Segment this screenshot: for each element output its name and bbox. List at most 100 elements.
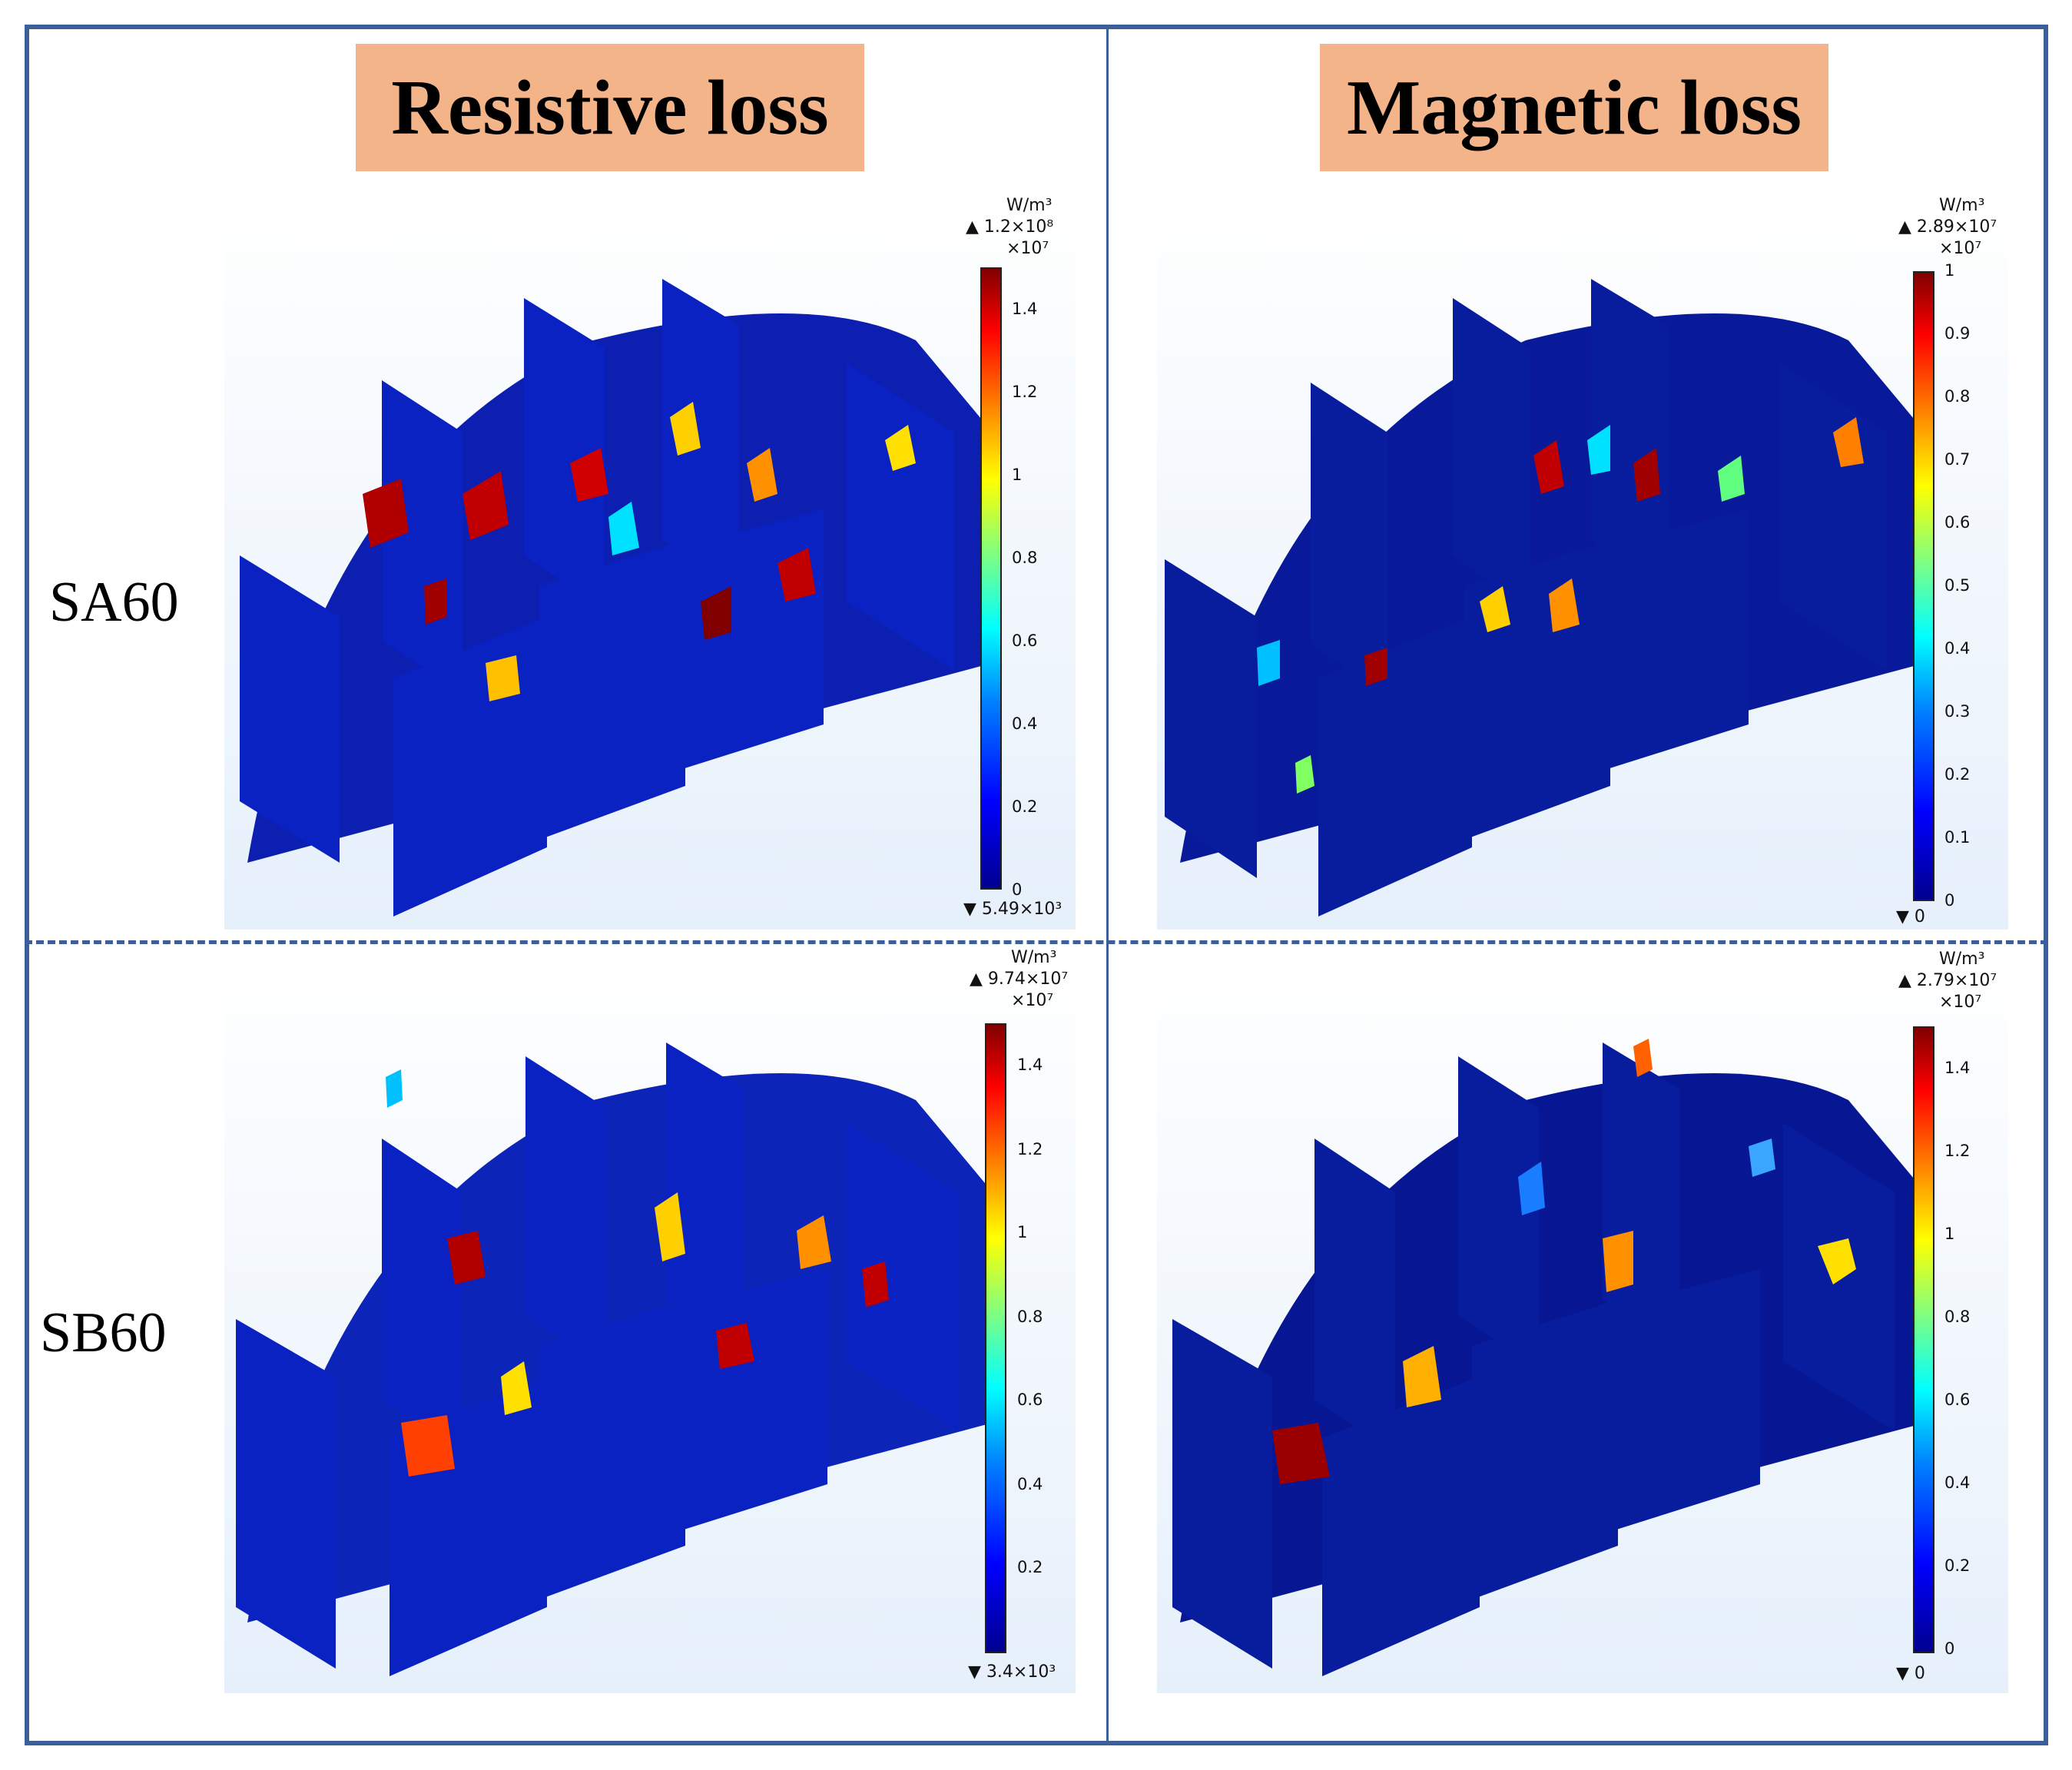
- colorbar: [1913, 271, 1934, 901]
- colorbar-max: ▲ 2.79×10⁷: [1898, 971, 1997, 990]
- mesh-render: [1165, 279, 1925, 916]
- tick-label: 0.2: [1012, 797, 1038, 816]
- hotspot: [1749, 1139, 1775, 1177]
- panel-sb60-magnetic: W/m³ ▲ 2.79×10⁷ ×10⁷ 1.4 1.2 1 0.8 0.6 0…: [1157, 946, 2008, 1693]
- mesh-fin: [1464, 540, 1610, 840]
- colorbar-unit: W/m³: [1939, 196, 1985, 215]
- mesh-fin: [1165, 559, 1257, 878]
- mesh-fin: [1453, 298, 1530, 609]
- mesh-fin: [1314, 1139, 1395, 1453]
- tick-label: 0.5: [1944, 576, 1971, 595]
- mesh-fin: [847, 363, 954, 671]
- hotspot: [1603, 1231, 1633, 1292]
- tick-label: 0.8: [1944, 1308, 1971, 1326]
- hotspot: [747, 448, 777, 502]
- tick-label: 1: [1017, 1223, 1028, 1241]
- mesh-fin: [666, 1042, 743, 1346]
- hotspot: [608, 502, 639, 555]
- tick-label: 0.4: [1017, 1475, 1043, 1493]
- tick-label: 0.8: [1944, 387, 1971, 406]
- mesh-render: [236, 1042, 993, 1676]
- colorbar: [985, 1023, 1006, 1653]
- tick-label: 1.4: [1017, 1056, 1043, 1074]
- hotspot: [716, 1323, 754, 1369]
- tick-label: 1: [1012, 466, 1023, 484]
- hotspot: [1518, 1162, 1545, 1215]
- colorbar-scale: ×10⁷: [1939, 239, 1982, 258]
- hotspot: [1633, 448, 1660, 502]
- colorbar-min: ▼ 0: [1896, 1664, 1925, 1683]
- mesh-fin: [1318, 617, 1472, 916]
- hotspot: [1833, 417, 1864, 467]
- tick-label: 1.4: [1012, 300, 1038, 318]
- colorbar-max: ▲ 1.2×10⁸: [966, 217, 1054, 237]
- panel-sb60-resistive: W/m³ ▲ 9.74×10⁷ ×10⁷ 1.4 1.2 1 0.8 0.6 0…: [224, 946, 1076, 1693]
- colorbar-unit: W/m³: [1006, 196, 1053, 215]
- colorbar-scale: ×10⁷: [1011, 991, 1054, 1010]
- mesh-fin: [1603, 509, 1749, 771]
- hotspot: [701, 586, 731, 640]
- mesh-fin: [524, 298, 605, 609]
- hotspot: [401, 1415, 455, 1477]
- colorbar-scale: ×10⁷: [1939, 993, 1982, 1012]
- colorbar: [980, 267, 1002, 890]
- tick-label: 0.6: [1017, 1390, 1043, 1409]
- mesh-fin: [1472, 1300, 1618, 1599]
- hotspot: [363, 479, 409, 548]
- hotspot: [777, 548, 816, 602]
- hotspot: [1364, 648, 1387, 686]
- colorbar-min: ▼ 0: [1896, 907, 1925, 926]
- hotspot: [386, 1069, 403, 1108]
- hotspot: [424, 578, 447, 625]
- tick-label: 0.4: [1012, 714, 1038, 733]
- panel-sa60-resistive: W/m³ ▲ 1.2×10⁸ ×10⁷ 1.4 1.2 1 0.8 0.6 0.…: [224, 187, 1076, 930]
- mesh-fin: [681, 1269, 827, 1530]
- hotspot: [1257, 640, 1280, 686]
- mesh-fin: [240, 555, 340, 863]
- tick-label: 0.2: [1944, 765, 1971, 784]
- hotspot: [885, 425, 916, 471]
- hotspot: [486, 655, 520, 701]
- colorbar-max: ▲ 2.89×10⁷: [1898, 217, 1997, 237]
- colorbar-max: ▲ 9.74×10⁷: [970, 970, 1069, 989]
- hotspot: [1718, 456, 1745, 502]
- tick-label: 0.8: [1017, 1308, 1043, 1326]
- tick-label: 0: [1012, 880, 1023, 899]
- tick-label: 0.6: [1012, 631, 1038, 650]
- tick-label: 0.4: [1944, 1473, 1971, 1492]
- hotspot: [1272, 1423, 1330, 1484]
- mesh-render: [240, 279, 993, 916]
- tick-label: 1.2: [1944, 1142, 1971, 1160]
- hotspot: [1403, 1346, 1441, 1407]
- tick-label: 0.7: [1944, 450, 1971, 469]
- hotspot: [1587, 425, 1610, 475]
- mesh-fin: [1311, 383, 1387, 698]
- hotspot: [1295, 755, 1314, 794]
- row-label-sb60: SB60: [40, 1301, 167, 1364]
- tick-label: 1: [1944, 261, 1955, 280]
- colorbar-min: ▼ 3.4×10³: [968, 1662, 1056, 1682]
- hotspot: [1818, 1238, 1856, 1284]
- row-label-sa60: SA60: [49, 571, 179, 634]
- tick-label: 1.4: [1944, 1059, 1971, 1077]
- tick-label: 0.3: [1944, 702, 1971, 721]
- mesh-render: [1172, 1039, 1925, 1676]
- hotspot: [1480, 586, 1510, 632]
- hotspot: [447, 1231, 486, 1284]
- row-divider: [25, 940, 2048, 944]
- mesh-fin: [1591, 279, 1668, 586]
- hotspot: [1549, 578, 1580, 632]
- colorbar-unit: W/m³: [1011, 948, 1057, 967]
- tick-label: 0.6: [1944, 1390, 1971, 1409]
- tick-label: 0.4: [1944, 639, 1971, 658]
- tick-label: 0.8: [1012, 549, 1038, 567]
- hotspot: [670, 402, 701, 456]
- mesh-fin: [539, 540, 685, 840]
- hotspot: [862, 1261, 889, 1308]
- colorbar-scale: ×10⁷: [1006, 239, 1049, 258]
- figure-frame: [25, 25, 2048, 1745]
- mesh-fin: [678, 509, 824, 771]
- mesh-fin: [1458, 1056, 1539, 1369]
- header-resistive-loss: Resistive loss: [356, 44, 864, 171]
- mesh-fin: [1614, 1269, 1760, 1530]
